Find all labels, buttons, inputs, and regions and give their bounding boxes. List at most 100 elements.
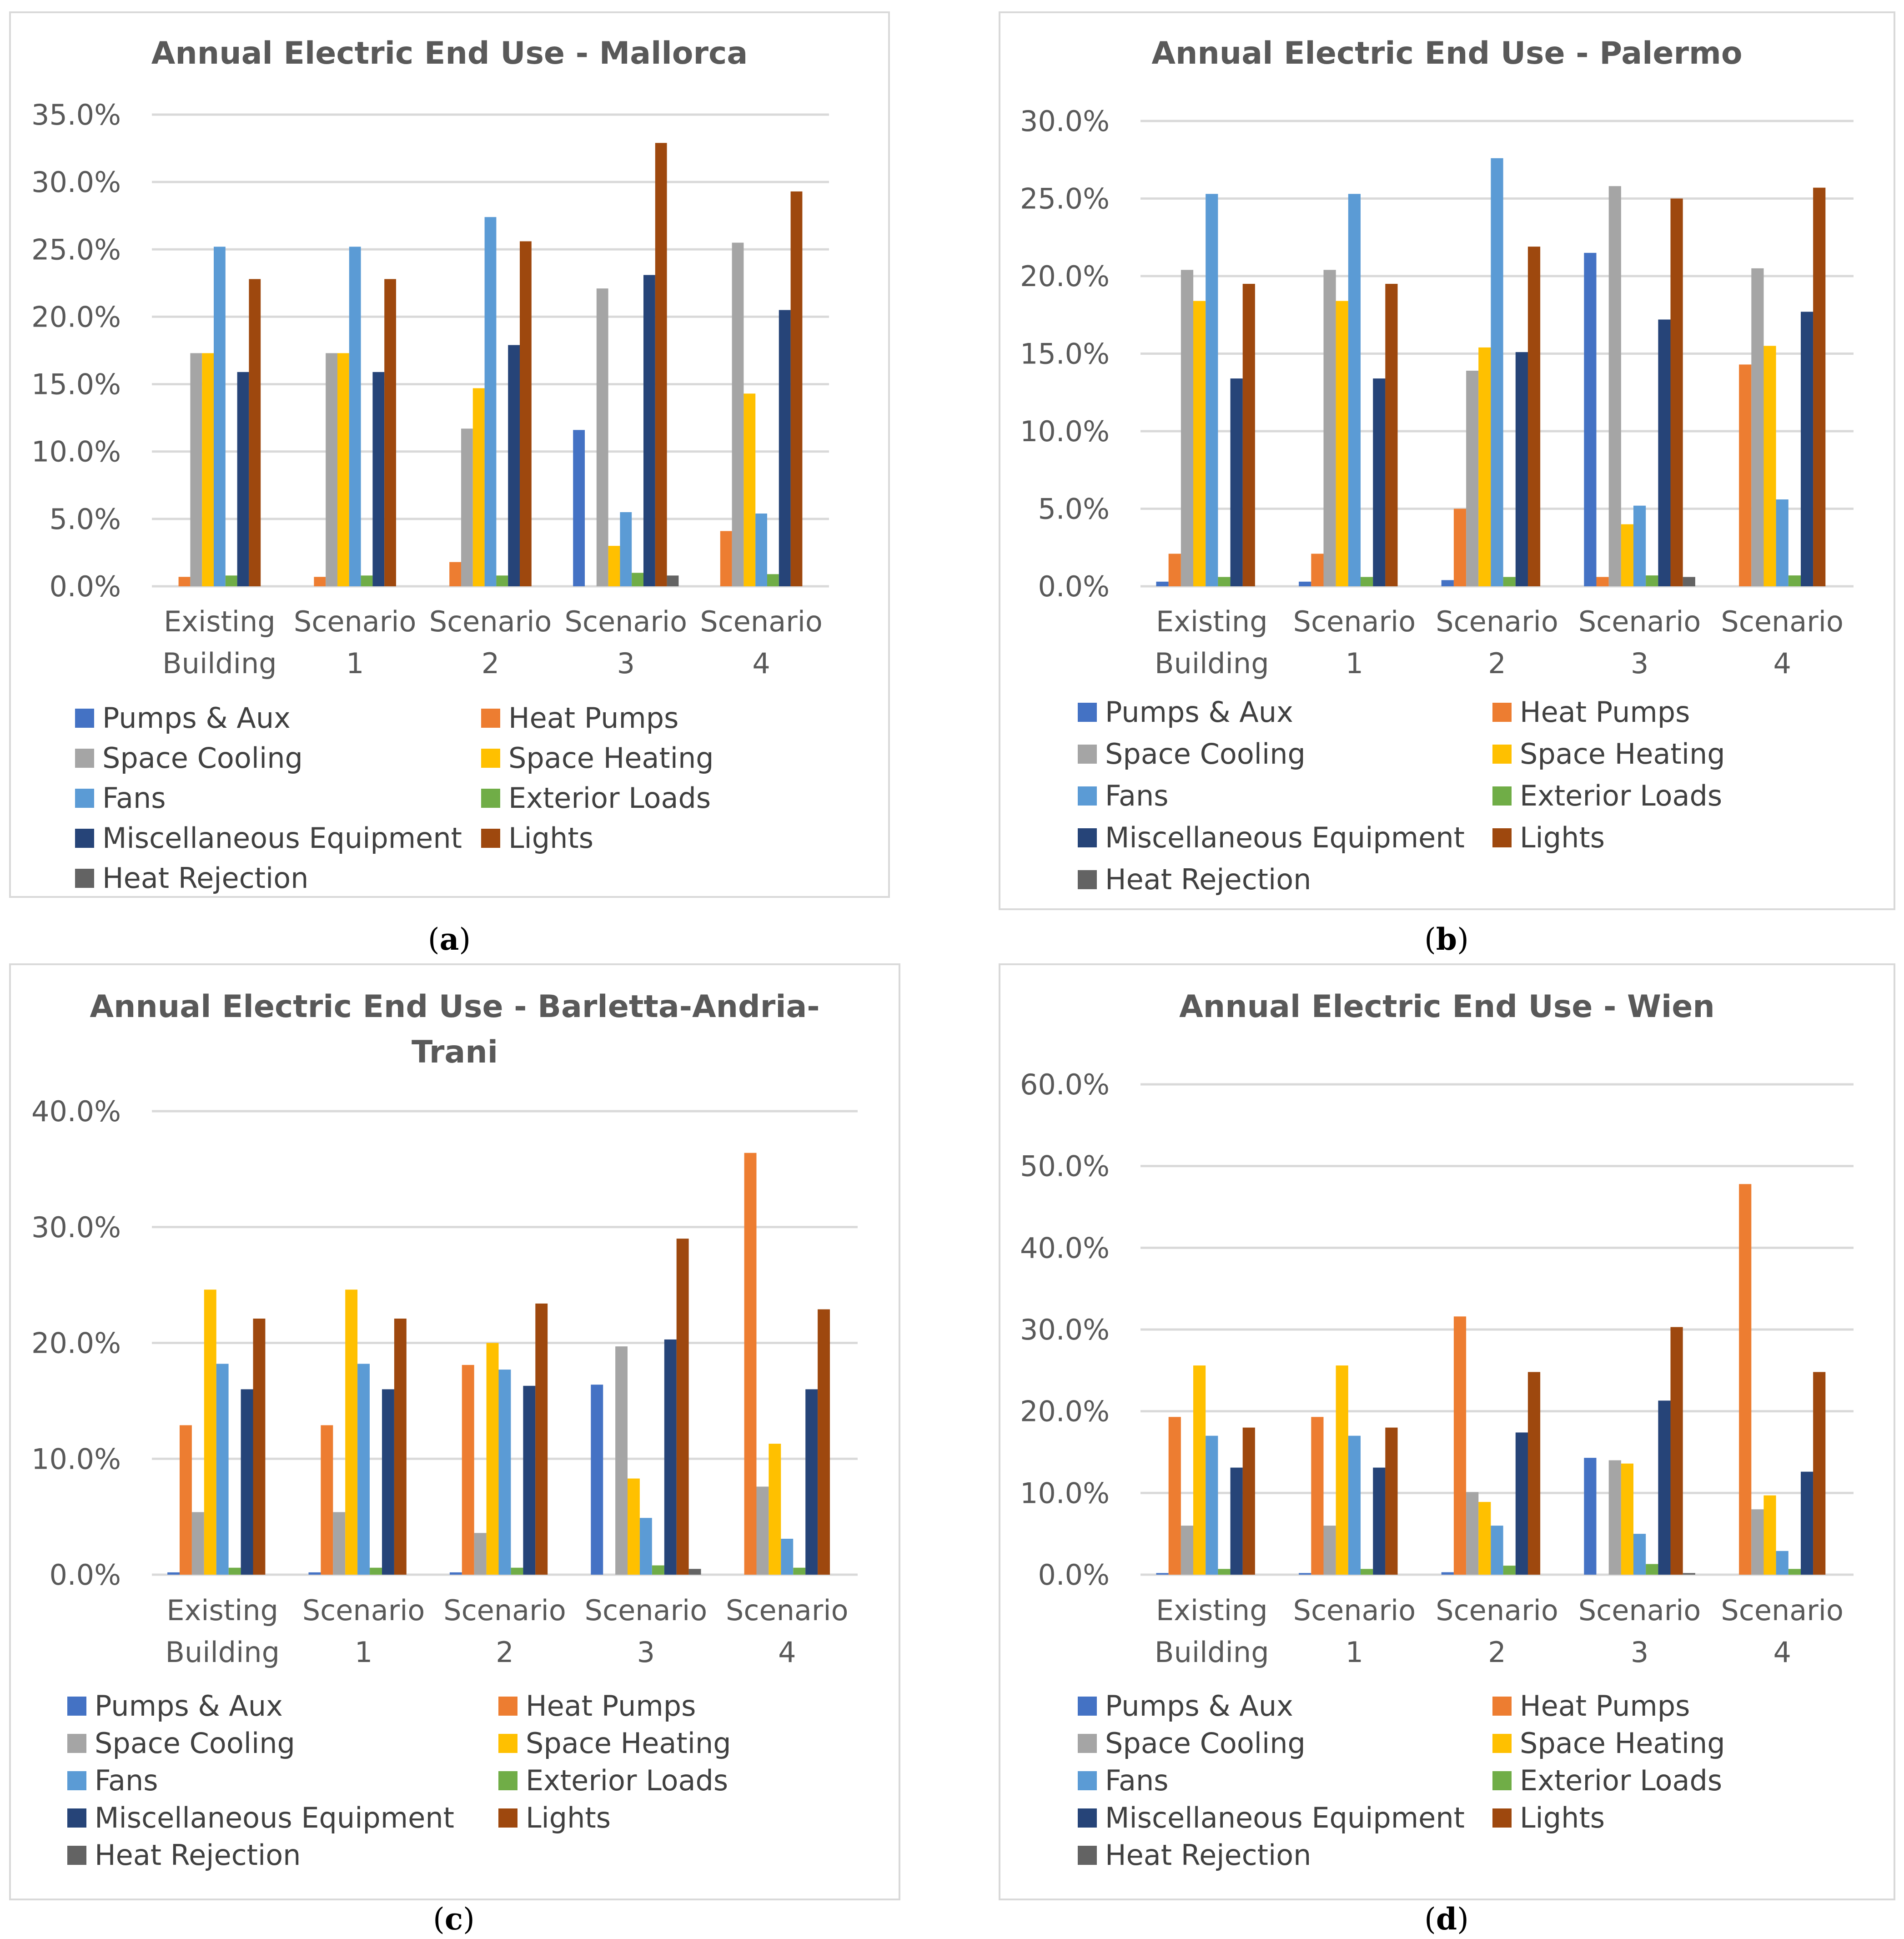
y-tick-label: 30.0%: [1020, 105, 1110, 138]
bar-heat-pumps: [449, 562, 461, 586]
bar-space-heating: [1763, 1495, 1776, 1575]
panel-caption-letter: b: [1436, 922, 1457, 957]
bar-exterior-loads: [511, 1567, 523, 1575]
bar-miscellaneous-equipment: [382, 1389, 394, 1575]
legend-entry: Exterior Loads: [1520, 779, 1722, 812]
x-tick-label: Scenario: [302, 1594, 425, 1627]
bar-fans: [1633, 505, 1646, 586]
legend-entry: Heat Pumps: [526, 1689, 696, 1722]
y-tick-label: 20.0%: [1020, 260, 1110, 293]
legend-swatch: [75, 789, 94, 808]
legend-swatch: [1492, 1734, 1512, 1753]
bar-pumps-aux: [1299, 581, 1311, 586]
legend-entry: Space Cooling: [102, 741, 303, 775]
bar-space-cooling: [732, 242, 744, 586]
bar-exterior-loads: [225, 575, 237, 586]
bar-lights: [676, 1239, 689, 1575]
y-tick-label: 20.0%: [31, 300, 121, 333]
bar-space-heating: [744, 393, 756, 586]
x-tick-label: Scenario: [1578, 605, 1701, 638]
bar-exterior-loads: [228, 1567, 241, 1575]
x-tick-label: 3: [617, 647, 635, 680]
bar-space-heating: [486, 1343, 499, 1575]
y-tick-label: 60.0%: [1020, 1068, 1110, 1101]
chart-title: Annual Electric End Use - Wien: [1179, 989, 1715, 1025]
legend-entry: Heat Rejection: [95, 1838, 301, 1872]
legend-swatch: [75, 709, 94, 728]
x-tick-label: Existing: [1156, 605, 1268, 638]
bar-space-cooling: [191, 1512, 204, 1575]
panel-caption: (b): [1424, 922, 1469, 957]
panel-caption: (d): [1424, 1901, 1469, 1937]
legend-swatch: [67, 1846, 86, 1865]
x-tick-label: Scenario: [565, 605, 688, 638]
bar-miscellaneous-equipment: [237, 372, 249, 586]
bar-fans: [1491, 1526, 1503, 1575]
bar-space-cooling: [756, 1486, 769, 1575]
bar-space-cooling: [1608, 1460, 1621, 1575]
legend-entry: Pumps & Aux: [95, 1689, 283, 1722]
bar-pumps-aux: [1299, 1573, 1311, 1575]
bar-lights: [253, 1319, 266, 1575]
x-tick-label: 3: [1631, 1636, 1648, 1669]
x-tick-label: Existing: [164, 605, 276, 638]
legend-swatch: [67, 1697, 86, 1716]
bar-fans: [349, 247, 361, 586]
legend-entry: Lights: [1520, 1801, 1605, 1834]
bar-space-heating: [1478, 1502, 1491, 1575]
bar-exterior-loads: [370, 1567, 382, 1575]
legend-swatch: [67, 1734, 86, 1753]
x-tick-label: 4: [752, 647, 770, 680]
bar-lights: [818, 1309, 830, 1575]
x-tick-label: Scenario: [1721, 605, 1844, 638]
x-tick-label: Scenario: [1436, 605, 1558, 638]
legend-entry: Heat Rejection: [1105, 863, 1311, 896]
y-tick-label: 25.0%: [31, 233, 121, 266]
legend-swatch: [498, 1734, 517, 1753]
bar-exterior-loads: [1503, 577, 1516, 586]
bar-miscellaneous-equipment: [643, 275, 655, 586]
bar-fans: [214, 247, 226, 586]
y-tick-label: 0.0%: [49, 1558, 121, 1591]
legend-entry: Space Heating: [526, 1727, 731, 1760]
legend-swatch: [1078, 1771, 1097, 1790]
bar-lights: [1670, 1327, 1683, 1575]
legend-swatch: [1078, 1808, 1097, 1828]
bar-fans: [1206, 1435, 1218, 1575]
x-tick-label: 4: [778, 1636, 796, 1669]
legend-swatch: [1078, 1734, 1097, 1753]
bar-heat-pumps: [180, 1425, 192, 1575]
y-tick-label: 20.0%: [1020, 1395, 1110, 1428]
legend-swatch: [1492, 1697, 1512, 1716]
x-tick-label: Scenario: [585, 1594, 708, 1627]
bar-fans: [620, 512, 632, 586]
bar-lights: [1385, 284, 1398, 586]
x-tick-label: Scenario: [726, 1594, 849, 1627]
panel-caption: (c): [433, 1901, 475, 1937]
x-tick-label: Scenario: [1293, 605, 1416, 638]
bar-heat-pumps: [1311, 1417, 1324, 1575]
legend-swatch: [1078, 703, 1097, 722]
chart-title: Trani: [412, 1034, 498, 1070]
y-tick-label: 35.0%: [31, 98, 121, 131]
bar-heat-pumps: [744, 1153, 757, 1575]
x-tick-label: Building: [1155, 1636, 1269, 1669]
y-tick-label: 0.0%: [49, 570, 121, 603]
bar-space-cooling: [1751, 268, 1764, 586]
bar-fans: [484, 217, 497, 586]
legend-entry: Pumps & Aux: [1105, 1689, 1293, 1722]
legend-entry: Fans: [1105, 1764, 1169, 1797]
legend-swatch: [1492, 745, 1512, 764]
x-tick-label: Scenario: [429, 605, 552, 638]
x-tick-label: Building: [162, 647, 277, 680]
bar-heat-pumps: [720, 531, 732, 586]
legend-entry: Space Cooling: [1105, 737, 1306, 771]
legend-entry: Exterior Loads: [508, 781, 711, 815]
y-tick-label: 40.0%: [1020, 1231, 1110, 1264]
legend-entry: Pumps & Aux: [1105, 695, 1293, 729]
bar-fans: [1776, 1551, 1788, 1575]
bar-heat-pumps: [1739, 364, 1752, 586]
y-tick-label: 10.0%: [31, 1442, 121, 1476]
bar-fans: [1206, 194, 1218, 586]
